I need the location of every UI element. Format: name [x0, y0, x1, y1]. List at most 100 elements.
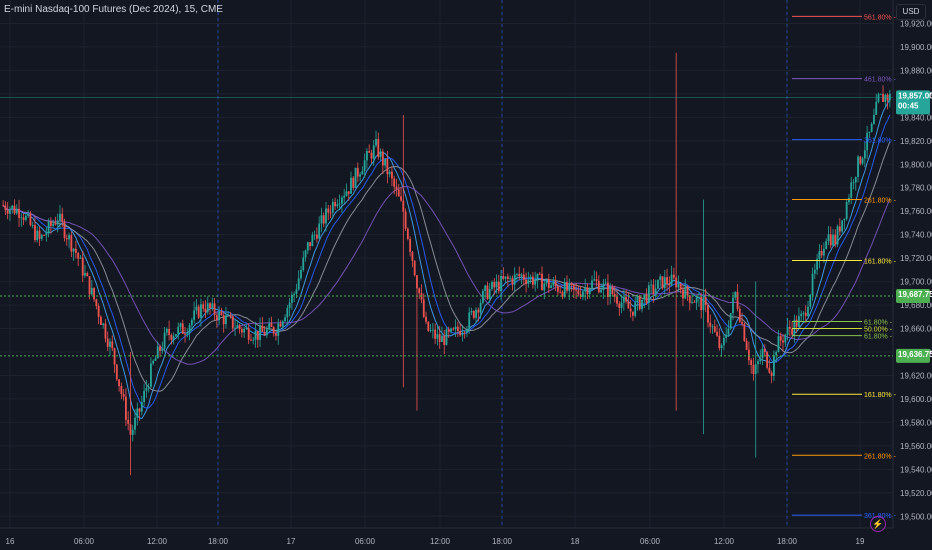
candle-body — [713, 326, 716, 332]
candle-body — [24, 215, 27, 220]
candle-body — [188, 325, 191, 334]
candle-body — [502, 275, 505, 279]
candle-body — [393, 178, 396, 187]
candle-body — [866, 132, 869, 151]
candle-body — [200, 304, 202, 318]
candle-body — [632, 311, 634, 316]
candle-body — [156, 346, 159, 359]
candle-body — [602, 283, 605, 290]
fib-level-label: 61.80% - — [864, 334, 893, 341]
candle-body — [795, 319, 798, 327]
candle-body — [823, 248, 825, 256]
candle-body — [177, 326, 180, 335]
candle-body — [863, 150, 866, 159]
price-tick-label: 19,580.00 — [900, 418, 932, 427]
candle-body — [159, 346, 161, 351]
candle-body — [443, 335, 446, 345]
candle-body — [252, 339, 255, 341]
candle-body — [86, 273, 89, 277]
candle-body — [541, 273, 543, 291]
candle-body — [459, 330, 462, 336]
candle-body — [882, 93, 884, 102]
candle-body — [577, 290, 580, 295]
candle-body — [104, 323, 107, 339]
price-tick-label: 19,520.00 — [900, 489, 932, 498]
lightning-icon[interactable]: ⚡ — [870, 516, 886, 532]
candle-body — [620, 302, 623, 308]
candle-body — [259, 325, 261, 340]
candle-body — [272, 327, 275, 334]
candle-body — [550, 285, 552, 288]
candle-body — [134, 417, 136, 430]
candle-body — [752, 364, 755, 374]
candle-body — [184, 333, 186, 335]
candle-body — [870, 123, 873, 132]
candle-body — [72, 248, 75, 252]
fib-level-label: 61.80% - — [864, 319, 893, 326]
candle-body — [488, 289, 491, 299]
candle-body — [368, 151, 371, 153]
candle-body — [647, 285, 650, 303]
candle-body — [202, 304, 205, 309]
candle-body — [138, 408, 141, 412]
time-tick-label: 18:00 — [208, 537, 229, 546]
candle-body — [172, 336, 175, 340]
time-tick-label: 06:00 — [640, 537, 661, 546]
candle-body — [102, 323, 105, 325]
candle-body — [372, 145, 375, 159]
candle-body — [106, 338, 109, 347]
candle-body — [600, 289, 603, 293]
candle-body — [293, 293, 296, 295]
candle-body — [165, 328, 168, 333]
time-tick-label: 18:00 — [492, 537, 513, 546]
candle-body — [836, 226, 839, 245]
candle-body — [93, 287, 95, 300]
candle-body — [650, 284, 653, 286]
candle-body — [556, 286, 559, 292]
candle-body — [718, 335, 721, 349]
candle-body — [313, 234, 316, 236]
candle-body — [652, 284, 655, 294]
candle-body — [247, 328, 250, 340]
candle-body — [825, 241, 828, 249]
candle-body — [127, 419, 130, 424]
candle-body — [786, 326, 789, 335]
candle-body — [256, 330, 259, 340]
candle-body — [857, 156, 859, 177]
candle-body — [554, 281, 557, 287]
candle-body — [345, 191, 348, 196]
candle-body — [181, 323, 184, 334]
candle-body — [109, 341, 111, 347]
candle-body — [570, 283, 573, 286]
candle-body — [404, 211, 407, 229]
candle-body — [506, 276, 509, 279]
candle-body — [279, 323, 282, 327]
fib-level-label: 461.80% - — [864, 77, 897, 84]
candle-body — [154, 358, 157, 361]
candle-body — [286, 307, 289, 318]
candle-body — [329, 212, 332, 214]
candle-body — [115, 364, 118, 380]
candle-body — [843, 218, 846, 221]
candle-body — [6, 210, 9, 214]
candle-body — [779, 336, 782, 341]
candle-body — [54, 223, 57, 225]
candle-body — [386, 158, 389, 175]
currency-button[interactable]: USD — [896, 4, 926, 20]
price-tick-label: 19,680.00 — [900, 301, 932, 310]
candle-body — [807, 306, 809, 316]
fib-level-label: 261.80% - — [864, 453, 897, 460]
candle-body — [240, 329, 243, 333]
candle-body — [34, 225, 36, 241]
candle-body — [720, 345, 723, 349]
candle-body — [168, 328, 171, 336]
moving-average-line — [2, 186, 891, 365]
candle-body — [322, 215, 325, 224]
candle-body — [2, 205, 5, 207]
candle-body — [331, 201, 334, 213]
candle-body — [61, 213, 64, 222]
candle-body — [661, 276, 664, 289]
candle-body — [829, 234, 832, 246]
